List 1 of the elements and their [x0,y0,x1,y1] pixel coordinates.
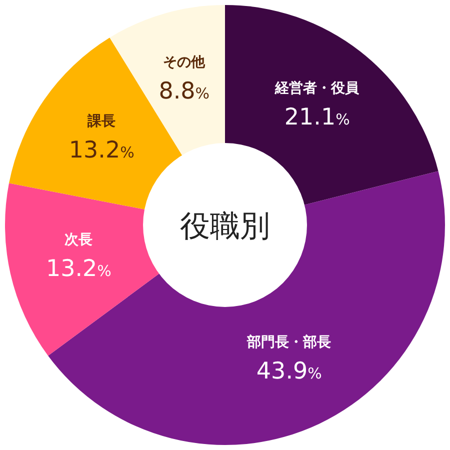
text: 役職別 [180,209,270,244]
